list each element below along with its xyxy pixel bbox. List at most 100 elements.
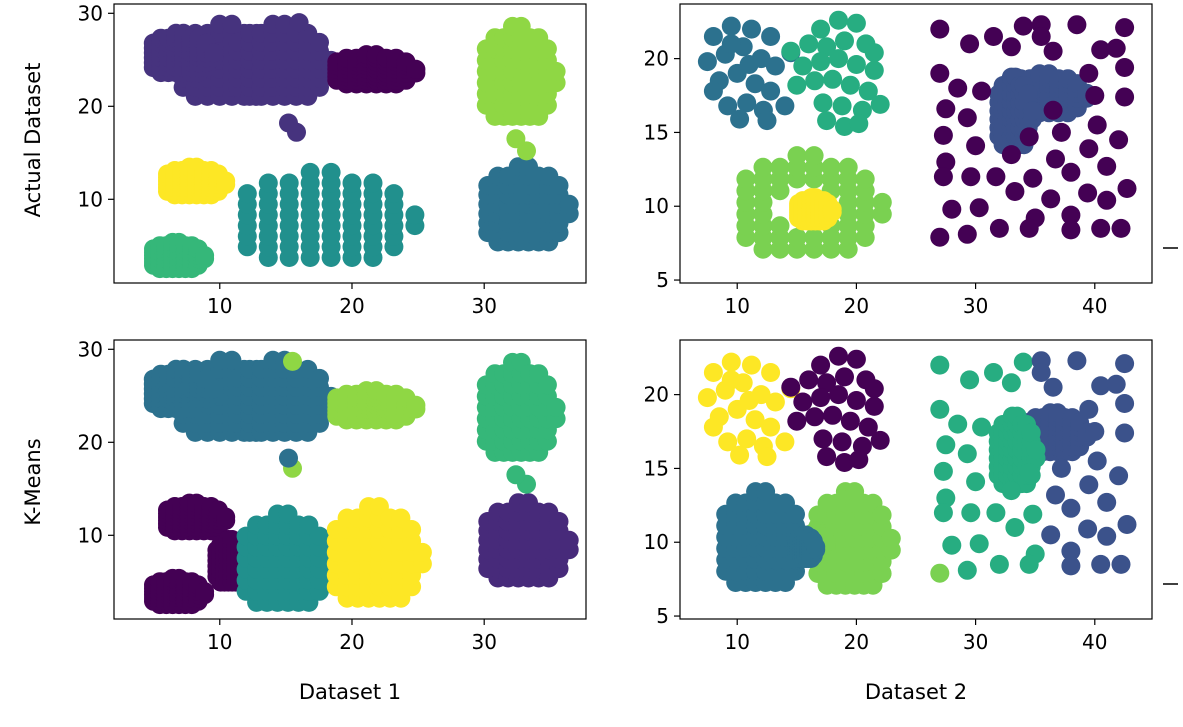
scatter-point xyxy=(1087,451,1107,471)
x-tick-label: 10 xyxy=(207,294,232,318)
cluster-7 xyxy=(144,232,215,279)
scatter-point xyxy=(972,81,992,101)
cluster-2 xyxy=(143,359,224,419)
scatter-point xyxy=(849,450,869,470)
scatter-point xyxy=(775,432,795,452)
scatter-point xyxy=(1001,37,1021,57)
scatter-point xyxy=(697,52,717,72)
scatter-point xyxy=(697,388,717,408)
scatter-point xyxy=(1079,139,1099,159)
col-label-dataset-1: Dataset 1 xyxy=(299,680,401,704)
scatter-point xyxy=(835,117,854,136)
cluster-2 xyxy=(143,23,224,83)
y-tick-label: 10 xyxy=(78,523,103,547)
cluster-8 xyxy=(478,157,579,252)
scatter-point xyxy=(1005,182,1025,201)
panel-kmeans-2: 10 20 30 40 5 10 15 20 xyxy=(644,339,1153,654)
scatter-point xyxy=(989,218,1009,238)
scatter-point xyxy=(870,94,890,114)
scatter-point xyxy=(739,55,759,74)
scatter-point xyxy=(1097,526,1117,546)
col-label-dataset-2: Dataset 2 xyxy=(865,680,967,704)
scatter-point xyxy=(813,93,833,113)
scatter-point xyxy=(1001,145,1021,165)
scatter-point xyxy=(204,379,224,399)
x-tick-label: 10 xyxy=(724,630,749,654)
scatter-point xyxy=(1013,352,1033,372)
scatter-point xyxy=(279,173,299,193)
scatter-point xyxy=(216,507,236,527)
scatter-point xyxy=(984,363,1003,382)
y-tick-label: 5 xyxy=(656,604,669,628)
scatter-point xyxy=(881,528,901,548)
scatter-point xyxy=(742,355,761,375)
scatter-point xyxy=(835,31,854,51)
scatter-point xyxy=(936,152,956,172)
scatter-point xyxy=(846,55,866,74)
scatter-point xyxy=(1091,376,1111,396)
scatter-point xyxy=(745,74,765,94)
scatter-point xyxy=(1051,458,1071,478)
tick-group: 10 20 30 10 20 30 xyxy=(78,1,497,318)
scatter-point xyxy=(342,173,362,193)
scatter-point xyxy=(1005,518,1025,537)
y-tick-label: 5 xyxy=(656,268,669,292)
scatter-point xyxy=(961,503,981,523)
cluster-10 xyxy=(478,493,579,588)
scatter-point xyxy=(942,535,962,555)
scatter-point xyxy=(195,246,215,265)
scatter-point xyxy=(787,228,807,247)
scatter-point xyxy=(1043,100,1063,120)
x-tick-label: 20 xyxy=(844,294,869,318)
scatter-point xyxy=(506,129,526,149)
scatter-point xyxy=(1019,463,1039,483)
scatter-point xyxy=(1061,498,1081,518)
x-tick-label: 30 xyxy=(471,630,496,654)
scatter-point xyxy=(549,176,569,195)
scatter-point xyxy=(1079,399,1099,419)
scatter-point xyxy=(1041,525,1061,545)
y-tick-label: 15 xyxy=(644,456,669,480)
scatter-point xyxy=(957,560,977,580)
scatter-point xyxy=(721,370,741,390)
scatter-point xyxy=(1001,373,1021,393)
scatter-point xyxy=(1087,115,1107,135)
scatter-point xyxy=(300,162,320,182)
scatter-point xyxy=(855,169,875,189)
scatter-point xyxy=(986,167,1006,187)
scatter-point xyxy=(757,447,777,467)
scatter-point xyxy=(761,417,781,437)
x-tick-label: 40 xyxy=(1082,294,1107,318)
scatter-point xyxy=(1091,554,1111,574)
scatter-point xyxy=(870,430,890,450)
scatter-marks xyxy=(697,346,1137,595)
scatter-point xyxy=(258,173,278,193)
x-tick-label: 30 xyxy=(963,630,988,654)
scatter-point xyxy=(957,224,977,244)
scatter-point xyxy=(864,379,884,399)
scatter-point xyxy=(1061,556,1081,576)
y-tick-label: 20 xyxy=(644,47,669,71)
cluster-6 xyxy=(237,162,425,267)
scatter-point xyxy=(1067,351,1087,371)
scatter-point xyxy=(969,534,989,554)
scatter-point xyxy=(933,167,953,187)
scatter-point xyxy=(1117,179,1137,198)
scatter-point xyxy=(966,472,986,492)
scatter-point xyxy=(838,157,858,177)
scatter-point xyxy=(1001,481,1021,501)
scatter-point xyxy=(787,75,807,95)
x-tick-label: 10 xyxy=(724,294,749,318)
scatter-point xyxy=(730,445,750,465)
scatter-point xyxy=(936,99,956,119)
scatter-point xyxy=(1111,554,1131,574)
scatter-point xyxy=(761,363,781,382)
scatter-point xyxy=(1106,374,1126,394)
scatter-point xyxy=(1061,220,1081,240)
scatter-point xyxy=(805,407,825,427)
scatter-point xyxy=(957,444,977,464)
panel-kmeans-1: 10 20 30 10 20 30 xyxy=(78,337,587,654)
scatter-point xyxy=(1046,485,1065,505)
scatter-point xyxy=(1115,58,1135,77)
scatter-point xyxy=(1022,101,1042,121)
